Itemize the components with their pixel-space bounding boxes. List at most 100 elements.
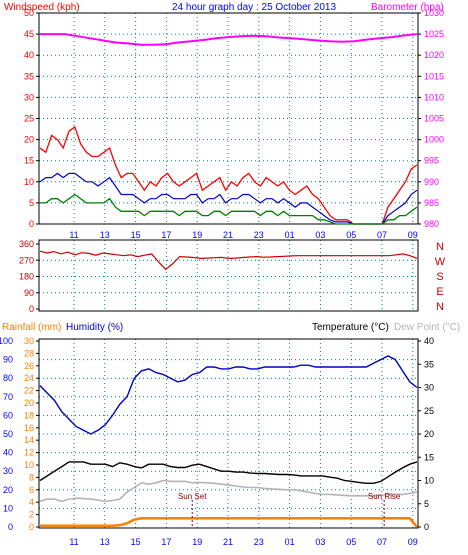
rainfall-tick-label: 20 — [24, 398, 34, 408]
compass-label: S — [436, 271, 443, 283]
humidity-tick-label: 80 — [3, 373, 13, 383]
temperature-right-axis: 0 5 10 15 20 25 30 35 40 — [418, 336, 434, 532]
temperature-tick-label: 35 — [424, 359, 434, 369]
wind-series — [39, 33, 418, 225]
humidity-tick-label: 0 — [8, 522, 13, 532]
wind-tick-label: 50 — [24, 8, 34, 18]
direction-panel-grid — [39, 240, 418, 311]
rainfall-axis-title: Rainfall (mm) — [2, 322, 61, 333]
barometer-axis-title: Barometer (hpa) — [371, 2, 444, 13]
temperature-tick-label: 30 — [424, 383, 434, 393]
hour-tick-label: 05 — [346, 537, 356, 547]
dewpoint-axis-title: Dew Point (°C) — [394, 322, 460, 333]
hour-tick-label: 19 — [192, 537, 202, 547]
barometer-tick-label: 1015 — [424, 71, 444, 81]
direction-series — [39, 250, 418, 271]
wind-tick-label: 0 — [29, 219, 34, 229]
direction-panel-frame — [38, 239, 419, 312]
humidity-tick-label: 10 — [3, 503, 13, 513]
graph-title: 24 hour graph day : 25 October 2013 — [172, 2, 336, 13]
rainfall-tick-label: 28 — [24, 348, 34, 358]
wind-tick-label: 35 — [24, 71, 34, 81]
wind-tick-label: 45 — [24, 29, 34, 39]
direction-tick-label: 180 — [19, 272, 34, 282]
hour-tick-label: 17 — [161, 537, 171, 547]
hour-tick-label: 07 — [377, 537, 387, 547]
direction-tick-label: 360 — [19, 239, 34, 249]
rainfall-tick-label: 10 — [24, 460, 34, 470]
rainfall-tick-label: 22 — [24, 386, 34, 396]
hour-tick-label: 21 — [223, 537, 233, 547]
humidity-tick-label: 60 — [3, 410, 13, 420]
temperature-tick-label: 15 — [424, 452, 434, 462]
barometer-tick-label: 990 — [424, 177, 439, 187]
sun-annotation-label: Sun Rise — [368, 492, 401, 501]
wind-tick-label: 30 — [24, 92, 34, 102]
barometer-tick-label: 1010 — [424, 92, 444, 102]
hour-tick-label: 03 — [315, 230, 325, 240]
rainfall-tick-label: 4 — [29, 497, 34, 507]
rainfall-tick-label: 8 — [29, 472, 34, 482]
temperature-tick-label: 10 — [424, 476, 434, 486]
hour-tick-label: 21 — [223, 230, 233, 240]
hour-tick-label: 23 — [254, 537, 264, 547]
direction-tick-label: 270 — [19, 255, 34, 265]
barometer-tick-label: 985 — [424, 198, 439, 208]
rainfall-tick-label: 30 — [24, 336, 34, 346]
temperature-line — [39, 461, 418, 484]
humidity-tick-label: 100 — [0, 336, 13, 346]
rainfall-tick-label: 12 — [24, 448, 34, 458]
temp-series — [39, 355, 418, 528]
hour-tick-label: 05 — [346, 230, 356, 240]
dewpoint-line — [39, 479, 418, 503]
rainfall-tick-label: 26 — [24, 361, 34, 371]
compass-label: W — [435, 256, 446, 268]
rainfall-line — [40, 517, 418, 528]
direction-line — [39, 250, 418, 271]
wind-tick-label: 40 — [24, 50, 34, 60]
barometer-tick-label: 1005 — [424, 114, 444, 124]
hour-tick-label: 01 — [285, 537, 295, 547]
hour-tick-label: 07 — [377, 230, 387, 240]
humidity-tick-label: 90 — [3, 355, 13, 365]
humidity-tick-label: 50 — [3, 429, 13, 439]
rainfall-tick-label: 24 — [24, 373, 34, 383]
humidity-line — [39, 355, 418, 435]
wind-x-axis: 11 13 15 17 19 21 23 01 03 05 07 09 — [69, 230, 417, 240]
barometer-tick-label: 1025 — [424, 29, 444, 39]
hour-tick-label: 03 — [315, 537, 325, 547]
rainfall-tick-label: 0 — [29, 522, 34, 532]
rainfall-tick-label: 16 — [24, 423, 34, 433]
hour-tick-label: 13 — [100, 230, 110, 240]
temp-x-axis: 11 13 15 17 19 21 23 01 03 05 07 09 — [69, 537, 417, 547]
wind-tick-label: 10 — [24, 177, 34, 187]
wind-tick-label: 25 — [24, 114, 34, 124]
direction-tick-label: 0 — [29, 304, 34, 314]
hour-tick-label: 11 — [69, 537, 78, 547]
barometer-line — [40, 33, 418, 46]
barometer-right-axis: 980 985 990 995 1000 1005 1010 1015 1020 1025 1030 — [418, 8, 444, 229]
compass-label: N — [436, 241, 444, 253]
hour-tick-label: 01 — [285, 230, 295, 240]
barometer-tick-label: 1030 — [424, 8, 444, 18]
hour-tick-label: 17 — [161, 230, 171, 240]
humidity-axis-title: Humidity (%) — [66, 322, 123, 333]
humidity-tick-label: 70 — [3, 392, 13, 402]
compass-label: N — [436, 301, 444, 313]
temperature-tick-label: 25 — [424, 406, 434, 416]
hour-tick-label: 23 — [254, 230, 264, 240]
wind-panel-grid — [39, 13, 418, 224]
direction-left-axis: 0 90 180 270 360 — [19, 239, 39, 314]
temperature-axis-title: Temperature (°C) — [312, 322, 389, 333]
hour-tick-label: 15 — [131, 230, 141, 240]
humidity-axis: 0 10 20 30 40 50 60 70 80 90 100 — [0, 336, 13, 532]
hour-tick-label: 09 — [408, 537, 418, 547]
humidity-tick-label: 20 — [3, 485, 13, 495]
barometer-tick-label: 980 — [424, 219, 439, 229]
barometer-tick-label: 995 — [424, 156, 439, 166]
direction-tick-label: 90 — [24, 288, 34, 298]
low-wind-line — [40, 193, 418, 225]
temperature-tick-label: 40 — [424, 336, 434, 346]
average-wind-line — [39, 172, 418, 225]
